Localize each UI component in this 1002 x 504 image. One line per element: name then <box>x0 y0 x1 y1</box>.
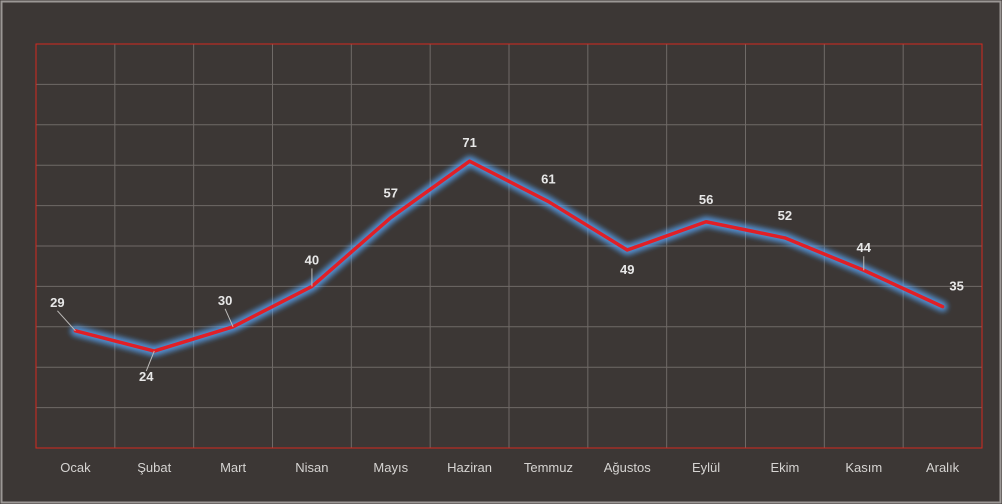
data-label: 24 <box>139 369 154 384</box>
data-label: 49 <box>620 262 634 277</box>
x-axis-label: Haziran <box>447 460 492 475</box>
x-axis-label: Ekim <box>770 460 799 475</box>
data-label: 40 <box>305 252 319 267</box>
x-axis-label: Mart <box>220 460 246 475</box>
data-label: 61 <box>541 172 555 187</box>
line-chart: 29 24 30 40 57 71 61 49 56 52 44 35 Ocak Şubat Mart Nis… <box>0 0 1002 504</box>
x-axis-label: Eylül <box>692 460 720 475</box>
data-label: 29 <box>50 295 64 310</box>
data-label: 44 <box>857 240 872 255</box>
data-label: 52 <box>778 208 792 223</box>
x-axis-label: Ağustos <box>604 460 651 475</box>
chart-frame: 29 24 30 40 57 71 61 49 56 52 44 35 Ocak Şubat Mart Nis… <box>0 0 1002 504</box>
x-axis-label: Mayıs <box>373 460 408 475</box>
x-axis-label: Kasım <box>845 460 882 475</box>
x-axis-label: Ocak <box>60 460 91 475</box>
data-label: 35 <box>949 279 963 294</box>
data-label: 56 <box>699 192 713 207</box>
x-axis-label: Aralık <box>926 460 960 475</box>
data-label: 57 <box>384 186 398 201</box>
data-label: 71 <box>462 135 476 150</box>
x-axis-label: Şubat <box>137 460 171 475</box>
x-axis-label: Nisan <box>295 460 328 475</box>
data-label: 30 <box>218 293 232 308</box>
x-axis-label: Temmuz <box>524 460 573 475</box>
